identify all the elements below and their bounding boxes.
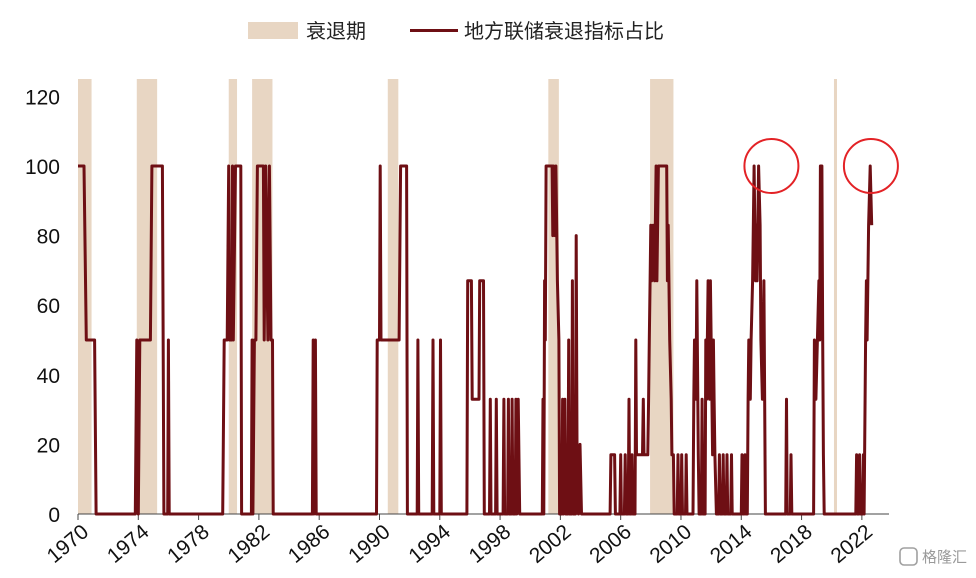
legend: 衰退期 地方联储衰退指标占比 xyxy=(248,19,664,43)
x-tick-label: 1974 xyxy=(103,520,154,568)
highlight-circle xyxy=(842,138,899,194)
y-tick-label: 120 xyxy=(25,86,60,109)
y-tick-label: 100 xyxy=(25,156,60,179)
x-tick-label: 1994 xyxy=(404,520,455,568)
highlight-circle xyxy=(743,138,800,194)
x-tick-label: 2006 xyxy=(585,520,636,568)
x-tick-label: 2010 xyxy=(646,520,697,568)
legend-recession-label: 衰退期 xyxy=(306,19,366,43)
legend-series-label: 地方联储衰退指标占比 xyxy=(464,19,664,43)
recession-bands xyxy=(78,79,837,514)
recession-band xyxy=(833,79,837,514)
x-tick-label: 2014 xyxy=(706,520,757,568)
series-line xyxy=(78,164,874,516)
x-tick-label: 1982 xyxy=(224,520,275,568)
watermark: 格隆汇 xyxy=(899,547,967,566)
series-layer xyxy=(78,164,874,516)
y-tick-label: 40 xyxy=(37,365,60,388)
legend-recession-swatch xyxy=(248,22,298,39)
watermark-logo-icon xyxy=(899,547,918,566)
highlight-circles xyxy=(743,138,899,194)
y-tick-label: 20 xyxy=(37,434,60,457)
y-tick-label: 60 xyxy=(37,295,60,318)
x-tick-label: 1986 xyxy=(284,520,335,568)
x-tick-label: 2022 xyxy=(827,520,878,568)
x-tick-label: 2018 xyxy=(766,520,817,568)
y-tick-label: 80 xyxy=(37,226,60,249)
recession-band xyxy=(548,79,559,514)
x-tick-label: 1998 xyxy=(465,520,516,568)
x-tick-label: 1990 xyxy=(344,520,395,568)
x-tick-label: 1978 xyxy=(163,520,214,568)
recession-band xyxy=(387,79,399,514)
y-tick-label: 0 xyxy=(48,504,60,527)
watermark-text: 格隆汇 xyxy=(922,548,967,566)
x-tick-label: 1970 xyxy=(43,520,94,568)
x-tick-label: 2002 xyxy=(525,520,576,568)
